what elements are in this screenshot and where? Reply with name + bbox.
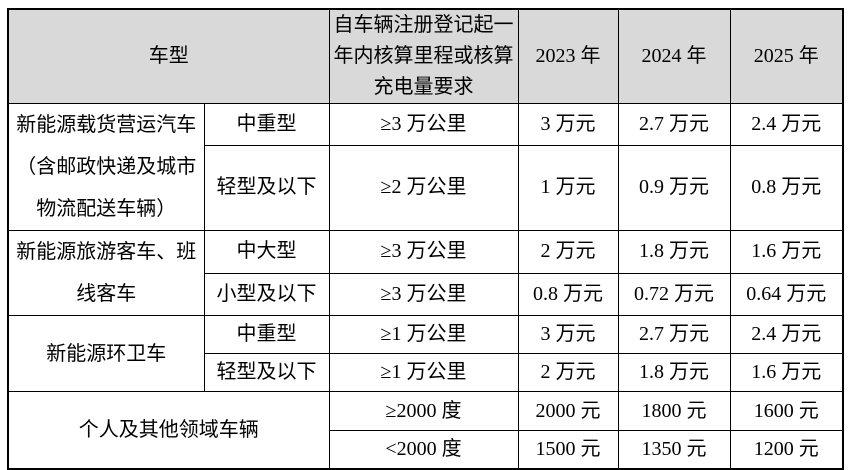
subsidy-table: 车型 自车辆注册登记起一年内核算里程或核算充电量要求 2023 年 2024 年… xyxy=(7,8,844,470)
table-row: 小型及以下 ≥3 万公里 0.8 万元 0.72 万元 0.64 万元 xyxy=(8,272,844,316)
requirement-cell: ≥1 万公里 xyxy=(328,315,519,354)
subtype-cell: 中重型 xyxy=(203,103,330,146)
value-cell-2024: 2.7 万元 xyxy=(617,103,731,146)
value-cell-2025: 2.4 万元 xyxy=(729,103,844,146)
subtype-cell: 小型及以下 xyxy=(203,272,330,316)
requirement-cell: <2000 度 xyxy=(328,430,519,469)
value-cell-2023: 3 万元 xyxy=(517,103,619,146)
subtype-cell: 中大型 xyxy=(203,230,330,274)
value-cell-2024: 0.9 万元 xyxy=(617,144,731,232)
value-cell-2025: 1200 元 xyxy=(729,430,844,469)
value-cell-2025: 1600 元 xyxy=(729,391,844,431)
value-cell-2023: 2000 元 xyxy=(517,391,619,431)
header-vehicle-type: 车型 xyxy=(7,8,330,104)
requirement-cell: ≥2 万公里 xyxy=(328,144,519,232)
table-row: 新能源旅游客车、班线客车 中大型 ≥3 万公里 2 万元 1.8 万元 1.6 … xyxy=(7,230,844,316)
value-cell-2023: 1500 元 xyxy=(517,430,619,469)
value-cell-2025: 0.64 万元 xyxy=(729,272,844,316)
value-cell-2024: 1.8 万元 xyxy=(617,353,731,392)
value-cell-2023: 2 万元 xyxy=(517,353,619,392)
category-cell-bus: 新能源旅游客车、班线客车 xyxy=(7,230,205,316)
table-row: 新能源载货营运汽车（含邮政快递及城市物流配送车辆） 中重型 ≥3 万公里 3 万… xyxy=(7,103,844,231)
category-cell-sanitation: 新能源环卫车 xyxy=(7,315,205,392)
value-cell-2024: 1.8 万元 xyxy=(617,230,731,274)
requirement-cell: ≥1 万公里 xyxy=(328,353,519,392)
category-cell-freight: 新能源载货营运汽车（含邮政快递及城市物流配送车辆） xyxy=(7,103,205,231)
value-cell-2023: 2 万元 xyxy=(517,230,619,274)
value-cell-2024: 0.72 万元 xyxy=(617,272,731,316)
table-row: 新能源环卫车 中重型 ≥1 万公里 3 万元 2.7 万元 2.4 万元 xyxy=(7,315,844,392)
header-requirement: 自车辆注册登记起一年内核算里程或核算充电量要求 xyxy=(328,8,519,104)
value-cell-2023: 0.8 万元 xyxy=(517,272,619,316)
value-cell-2025: 1.6 万元 xyxy=(729,353,844,392)
subtype-cell: 中重型 xyxy=(203,315,330,354)
header-year-2024: 2024 年 xyxy=(617,8,731,104)
table-header-row: 车型 自车辆注册登记起一年内核算里程或核算充电量要求 2023 年 2024 年… xyxy=(7,8,844,104)
category-cell-personal: 个人及其他领域车辆 xyxy=(7,391,330,469)
value-cell-2023: 1 万元 xyxy=(517,144,619,232)
header-year-2023: 2023 年 xyxy=(517,8,619,104)
header-year-2025: 2025 年 xyxy=(729,8,844,104)
requirement-cell: ≥3 万公里 xyxy=(328,272,519,316)
value-cell-2024: 1800 元 xyxy=(617,391,731,431)
value-cell-2025: 2.4 万元 xyxy=(729,315,844,354)
requirement-cell: ≥2000 度 xyxy=(328,391,519,431)
subtype-cell: 轻型及以下 xyxy=(203,353,330,392)
table-row: 轻型及以下 ≥2 万公里 1 万元 0.9 万元 0.8 万元 xyxy=(8,144,844,232)
value-cell-2023: 3 万元 xyxy=(517,315,619,354)
table-row: 轻型及以下 ≥1 万公里 2 万元 1.8 万元 1.6 万元 xyxy=(8,353,844,392)
value-cell-2025: 1.6 万元 xyxy=(729,230,844,274)
subtype-cell: 轻型及以下 xyxy=(203,144,330,232)
value-cell-2024: 2.7 万元 xyxy=(617,315,731,354)
value-cell-2024: 1350 元 xyxy=(617,430,731,469)
table-row: <2000 度 1500 元 1350 元 1200 元 xyxy=(8,430,844,469)
value-cell-2025: 0.8 万元 xyxy=(729,144,844,232)
requirement-cell: ≥3 万公里 xyxy=(328,103,519,146)
table-row: 个人及其他领域车辆 ≥2000 度 2000 元 1800 元 1600 元 xyxy=(7,391,844,469)
requirement-cell: ≥3 万公里 xyxy=(328,230,519,274)
